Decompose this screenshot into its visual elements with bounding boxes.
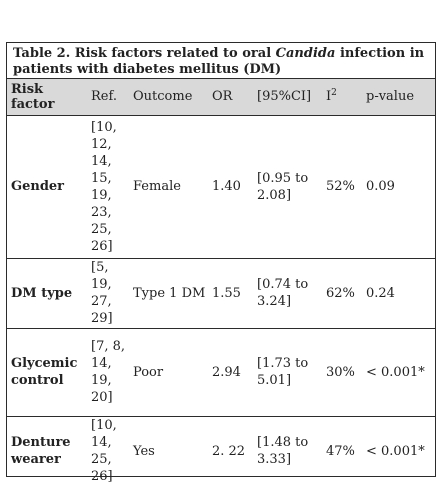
header-p: p-value (362, 79, 435, 116)
cell-p: < 0.001* (366, 364, 425, 380)
header-ref: Ref. (87, 79, 129, 116)
cell-p: < 0.001* (366, 443, 425, 459)
caption-prefix: Table 2. Risk factors related to oral (13, 46, 276, 61)
cell-i2: 47% (326, 443, 355, 459)
table-frame: Table 2. Risk factors related to oral Ca… (6, 42, 436, 484)
header-outcome: Outcome (129, 79, 208, 116)
cell-ci: [0.74 to 3.24] (257, 277, 309, 309)
caption-italic: Candida (275, 46, 336, 61)
header-i2-sup: 2 (331, 88, 337, 99)
header-i2-base: I (326, 89, 332, 105)
cell-p: 0.24 (366, 285, 395, 301)
cell-factor: Denture wearer (11, 435, 71, 468)
cell-or: 2. 22 (212, 443, 246, 459)
cell-ci: [1.48 to 3.33] (257, 435, 309, 468)
cell-p: 0.09 (366, 179, 395, 194)
header-i2: I2 (322, 79, 362, 116)
risk-factor-table: Risk factor Ref. Outcome OR [95%CI] I2 p… (7, 79, 435, 486)
cell-i2: 52% (326, 179, 355, 194)
cell-or: 2.94 (212, 364, 241, 380)
cell-ci: [0.95 to 2.08] (257, 170, 309, 203)
cell-i2: 30% (326, 364, 355, 380)
cell-factor: DM type (11, 285, 73, 301)
table-row: Denture wearer [10, 14, 25, 26] Yes 2. 2… (7, 416, 435, 486)
cell-ref: [7, 8, 14, 19, 20] (91, 339, 126, 405)
cell-outcome: Type 1 DM (133, 285, 206, 301)
header-row: Risk factor Ref. Outcome OR [95%CI] I2 p… (7, 79, 435, 116)
cell-factor: Gender (11, 179, 65, 194)
table-caption: Table 2. Risk factors related to oral Ca… (7, 43, 435, 79)
cell-outcome: Poor (133, 364, 164, 380)
cell-ci: [1.73 to 5.01] (257, 356, 309, 388)
table-row: Glycemic control [7, 8, 14, 19, 20] Poor… (7, 328, 435, 416)
header-ci: [95%CI] (253, 79, 322, 116)
table-row: Gender [10, 12, 14, 15, 19, 23, 25, 26] … (7, 115, 435, 258)
cell-or: 1.55 (212, 285, 241, 301)
cell-outcome: Female (133, 179, 181, 194)
table-row: DM type [5, 19, 27, 29] Type 1 DM 1.55 [… (7, 258, 435, 328)
header-risk-factor: Risk factor (7, 79, 87, 116)
cell-ref: [10, 12, 14, 15, 19, 23, 25, 26] (91, 119, 117, 254)
caption-suffix: infection in patients with diabetes mell… (13, 46, 425, 77)
header-or: OR (208, 79, 253, 116)
cell-i2: 62% (326, 285, 355, 301)
cell-factor: Glycemic control (11, 356, 78, 388)
cell-outcome: Yes (133, 443, 155, 459)
cell-or: 1.40 (212, 179, 241, 194)
cell-ref: [5, 19, 27, 29] (91, 260, 113, 326)
cell-ref: [10, 14, 25, 26] (91, 418, 117, 485)
